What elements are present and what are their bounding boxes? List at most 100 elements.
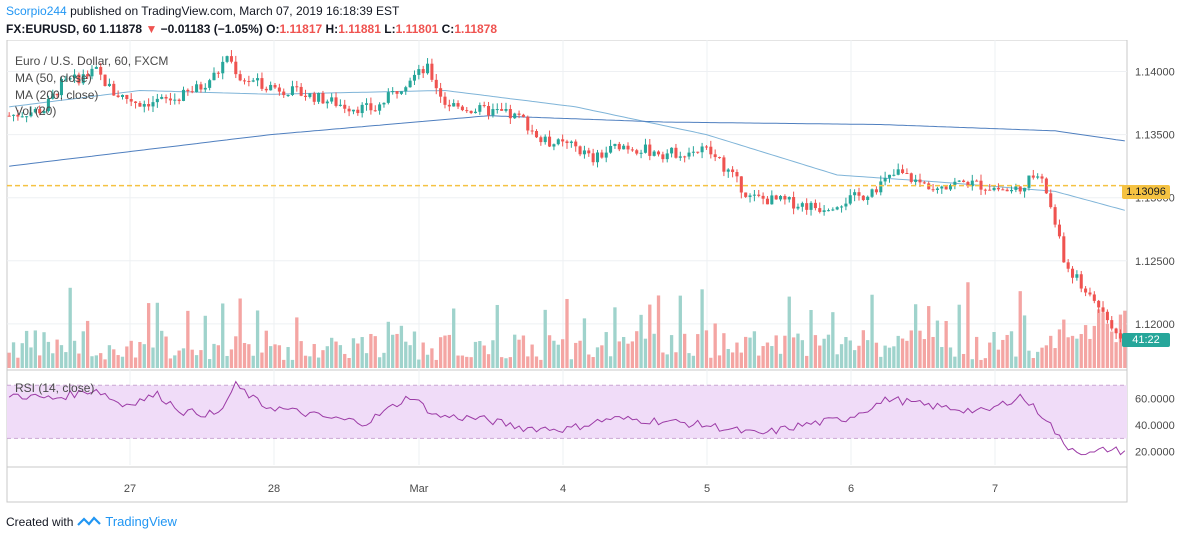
volume-bar (587, 354, 591, 368)
price-change: −0.01183 (−1.05%) (160, 22, 263, 36)
volume-bar (739, 352, 743, 368)
tradingview-brand[interactable]: TradingView (105, 514, 177, 529)
candle-body (765, 198, 769, 205)
candle-body (229, 56, 233, 62)
candle-body (822, 210, 826, 212)
volume-bar (713, 323, 717, 368)
candle-body (609, 145, 613, 153)
volume-bar (922, 339, 927, 368)
volume-bar (242, 342, 247, 368)
rsi-band (7, 385, 1127, 439)
author-link[interactable]: Scorpio244 (6, 4, 67, 18)
candle-body (1088, 292, 1092, 295)
candle-body (761, 195, 765, 199)
volume-bar (1079, 334, 1083, 368)
chart-area[interactable]: 1.140001.135001.130001.125001.120002728M… (0, 40, 1188, 506)
volume-bar (547, 335, 552, 368)
volume-bar (1105, 323, 1110, 368)
candle-body (718, 157, 722, 159)
volume-bar (186, 310, 190, 368)
volume-bar (1027, 350, 1031, 368)
candle-body (225, 56, 229, 62)
volume-bar (316, 357, 321, 368)
candle-body (282, 91, 286, 96)
candle-body (787, 197, 791, 200)
legend-ma50: MA (50, close) (15, 71, 92, 85)
candle-body (412, 74, 416, 81)
volume-bar (569, 359, 574, 368)
candle-body (317, 92, 321, 102)
volume-bar (486, 354, 491, 368)
volume-bar (905, 340, 909, 368)
candle-body (739, 176, 743, 193)
volume-bar (626, 343, 630, 368)
volume-bar (752, 331, 757, 368)
candle-body (970, 180, 974, 187)
candle-body (752, 194, 756, 196)
volume-bar (861, 330, 865, 368)
volume-bar (948, 347, 953, 368)
candle-body (966, 182, 970, 187)
volume-bar (783, 335, 787, 368)
candle-body (962, 180, 966, 183)
volume-bar (120, 356, 125, 368)
volume-bar (1057, 329, 1062, 368)
volume-bar (112, 349, 116, 368)
candle-body (25, 116, 29, 118)
candle-body (944, 186, 948, 190)
candle-body (1118, 333, 1122, 339)
volume-bar (1049, 335, 1053, 368)
candle-body (452, 103, 456, 107)
volume-bar (207, 359, 212, 368)
volume-bar (730, 352, 735, 368)
volume-bar (29, 347, 33, 368)
candle-body (831, 209, 835, 211)
volume-bar (709, 357, 713, 368)
day-tick-label: 4 (560, 483, 566, 495)
volume-bar (425, 354, 430, 368)
close-value: 1.11878 (454, 22, 498, 36)
volume-bar (687, 353, 691, 368)
volume-bar (125, 346, 129, 368)
day-tick-label: Mar (410, 483, 429, 495)
candle-body (334, 97, 338, 106)
volume-bar (748, 337, 752, 368)
candle-body (365, 103, 369, 105)
candle-body (1079, 274, 1083, 289)
volume-bar (678, 295, 682, 368)
volume-bar (844, 337, 848, 368)
candle-body (905, 173, 909, 175)
volume-bar (717, 355, 722, 368)
candle-body (51, 93, 55, 99)
volume-bar (460, 355, 465, 368)
candle-body (731, 169, 735, 173)
candle-body (12, 114, 16, 116)
candle-body (1014, 186, 1018, 190)
volume-bar (661, 352, 665, 368)
volume-bar (887, 347, 892, 368)
candle-body (447, 104, 451, 107)
candle-body (940, 186, 944, 189)
candle-body (487, 105, 491, 116)
candle-body (164, 96, 168, 99)
volume-bar (33, 330, 37, 368)
volume-bar (800, 340, 804, 368)
volume-bar (574, 342, 578, 368)
volume-bar (347, 357, 351, 368)
volume-bar (1110, 331, 1114, 368)
volume-bar (595, 347, 600, 368)
candle-body (901, 169, 905, 174)
candle-body (543, 136, 547, 143)
candle-body (155, 98, 159, 103)
volume-bar (635, 331, 639, 368)
volume-bar (325, 346, 329, 368)
candle-body (160, 96, 164, 99)
candle-body (16, 114, 20, 117)
volume-bar (940, 347, 944, 368)
candle-body (643, 144, 647, 153)
volume-bar (565, 298, 569, 368)
candle-body (818, 208, 822, 212)
volume-bar (391, 334, 395, 368)
candle-body (247, 80, 251, 82)
volume-bar (656, 295, 661, 368)
